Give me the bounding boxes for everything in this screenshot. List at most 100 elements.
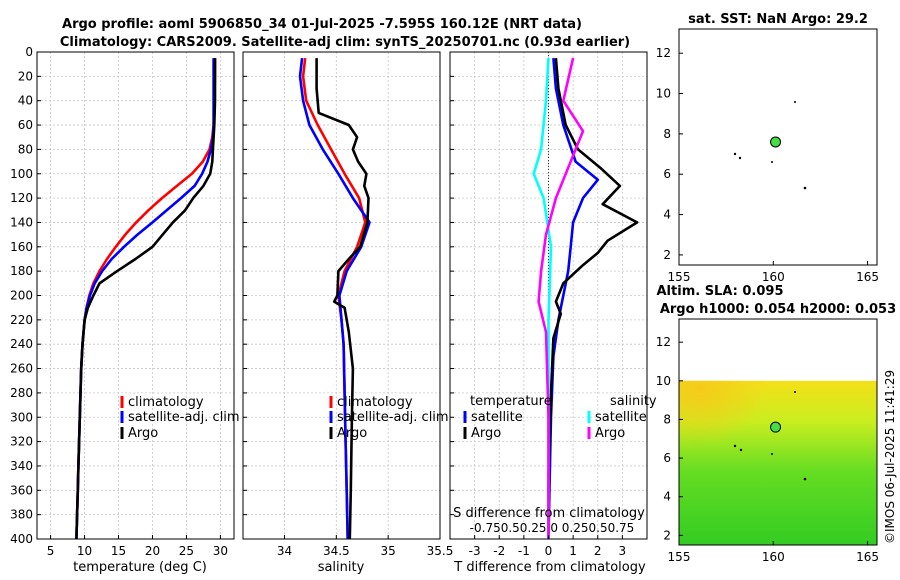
- map-x-tick-label: 160: [762, 550, 785, 564]
- y-tick-label: 260: [10, 362, 33, 376]
- legend-label-t-argo: Argo: [471, 426, 501, 441]
- legend-title-temperature: temperature: [470, 394, 552, 409]
- y-tick-label: 120: [10, 191, 33, 205]
- sla-heat-highlight: [679, 380, 877, 545]
- map-y-tick-label: 12: [656, 46, 671, 60]
- t-difference-xlabel: T difference from climatology: [453, 560, 646, 575]
- sst-map-title: sat. SST: NaN Argo: 29.2: [688, 12, 868, 27]
- y-tick-label: 80: [18, 142, 33, 156]
- salinity-legend: climatology satellite-adj. clim Argo: [329, 395, 449, 441]
- y-tick-label: 320: [10, 435, 33, 449]
- series-line-salinity-argo: [537, 57, 585, 539]
- x-tick-label: 34: [277, 544, 292, 558]
- island-speck: [733, 444, 737, 448]
- island-speck: [771, 161, 773, 163]
- y-tick-label: 200: [10, 289, 33, 303]
- series-line-argo: [75, 58, 217, 540]
- legend-label-satellite-adj: satellite-adj. clim: [128, 410, 240, 425]
- y-tick-label: 40: [18, 94, 33, 108]
- x-tick-label: 5: [47, 544, 55, 558]
- y-tick-label: 340: [10, 459, 33, 473]
- island-speck: [803, 186, 807, 190]
- map-x-tick-label: 155: [668, 550, 691, 564]
- y-tick-label: 360: [10, 483, 33, 497]
- s-difference-label: S difference from climatology: [453, 506, 645, 521]
- series-line-argo: [315, 58, 370, 540]
- x-tick-label: 0: [545, 544, 553, 558]
- sla-island-specks: [733, 391, 807, 481]
- map-y-tick-label: 2: [663, 528, 671, 542]
- difference-panel: -3 -2 -1 0 1 2 3 S difference from climatology…: [449, 51, 657, 575]
- x-tick-label: 25: [179, 544, 194, 558]
- legend-label-s-satellite: satellite: [595, 410, 647, 425]
- y-tick-label: 60: [18, 118, 33, 132]
- sst-island-specks: [733, 101, 807, 190]
- y-tick-label: 400: [10, 532, 33, 546]
- sla-map-frame: [678, 318, 878, 546]
- map-x-tick-label: 165: [856, 270, 879, 284]
- legend-label-argo: Argo: [128, 426, 158, 441]
- x-tick-label: 20: [145, 544, 160, 558]
- island-speck: [733, 152, 737, 156]
- x-tick-label: 30: [213, 544, 228, 558]
- sla-map-title-line2: Argo h1000: 0.054 h2000: 0.053: [660, 302, 896, 317]
- y-tick-label: 20: [18, 69, 33, 83]
- y-tick-label: 280: [10, 386, 33, 400]
- legend-label-argo: Argo: [337, 426, 367, 441]
- y-tick-label: 140: [10, 215, 33, 229]
- x-tick-label: 1: [569, 544, 577, 558]
- legend-label-satellite-adj: satellite-adj. clim: [337, 410, 449, 425]
- argo-float-marker: [770, 421, 782, 433]
- difference-legend: temperature salinity satellite Argo sate…: [463, 394, 657, 441]
- legend-label-t-satellite: satellite: [471, 410, 523, 425]
- x-tick-label: 2: [594, 544, 602, 558]
- x-tick-label: -2: [493, 544, 505, 558]
- x-tick-label: 15: [111, 544, 126, 558]
- temperature-xlabel: temperature (deg C): [73, 560, 207, 575]
- legend-label-climatology: climatology: [128, 395, 204, 410]
- island-speck: [803, 477, 807, 481]
- y-tick-label: 180: [10, 264, 33, 278]
- temperature-panel: 0 20 40 60 80 100 120 140 160 180 200 220 240 260 280 3…: [10, 45, 240, 575]
- map-y-tick-label: 4: [663, 208, 671, 222]
- sst-map-frame: [678, 28, 878, 266]
- y-tick-label: 220: [10, 313, 33, 327]
- sla-map-panel: Altim. SLA: 0.095 Argo h1000: 0.054 h200…: [656, 284, 896, 564]
- island-speck: [738, 156, 742, 160]
- salinity-xlabel: salinity: [318, 560, 365, 575]
- legend-label-s-argo: Argo: [595, 426, 625, 441]
- x-tick-label: 35: [381, 544, 396, 558]
- map-y-tick-label: 4: [663, 490, 671, 504]
- island-speck: [794, 391, 796, 393]
- legend-title-salinity: salinity: [610, 394, 657, 409]
- x-tick-label: -3: [469, 544, 481, 558]
- y-tick-label: 240: [10, 337, 33, 351]
- map-y-tick-label: 8: [663, 127, 671, 141]
- x-tick-label: -1: [518, 544, 530, 558]
- legend-label-climatology: climatology: [337, 395, 413, 410]
- map-y-tick-label: 10: [656, 87, 671, 101]
- y-tick-label: 100: [10, 167, 33, 181]
- map-x-tick-label: 160: [762, 270, 785, 284]
- sst-map-panel: sat. SST: NaN Argo: 29.2 155 160 165 2 4 6 8 10…: [656, 12, 879, 284]
- y-tick-label: 0: [25, 45, 33, 59]
- island-speck: [771, 453, 773, 455]
- y-tick-label: 380: [10, 508, 33, 522]
- series-line-climatology: [75, 58, 217, 540]
- map-x-tick-label: 165: [856, 550, 879, 564]
- temperature-legend: climatology satellite-adj. clim Argo: [120, 395, 240, 441]
- figure-title-line1: Argo profile: aoml 5906850_34 01-Jul-202…: [62, 17, 582, 32]
- island-speck: [794, 101, 796, 103]
- argo-float-marker: [770, 136, 782, 148]
- map-y-tick-label: 12: [656, 335, 671, 349]
- x-tick-label: 3: [619, 544, 627, 558]
- map-y-tick-label: 6: [663, 451, 671, 465]
- map-y-tick-label: 2: [663, 248, 671, 262]
- sla-map-title-line1: Altim. SLA: 0.095: [657, 284, 784, 299]
- y-tick-label: 160: [10, 240, 33, 254]
- salinity-panel: 34 34.5 35 35.5 salinity climatology satell…: [242, 51, 454, 575]
- map-y-tick-label: 8: [663, 412, 671, 426]
- s-difference-ticks: -0.750.50.25 0 0.250.50.75: [470, 521, 635, 535]
- x-tick-label: 35.5: [427, 544, 454, 558]
